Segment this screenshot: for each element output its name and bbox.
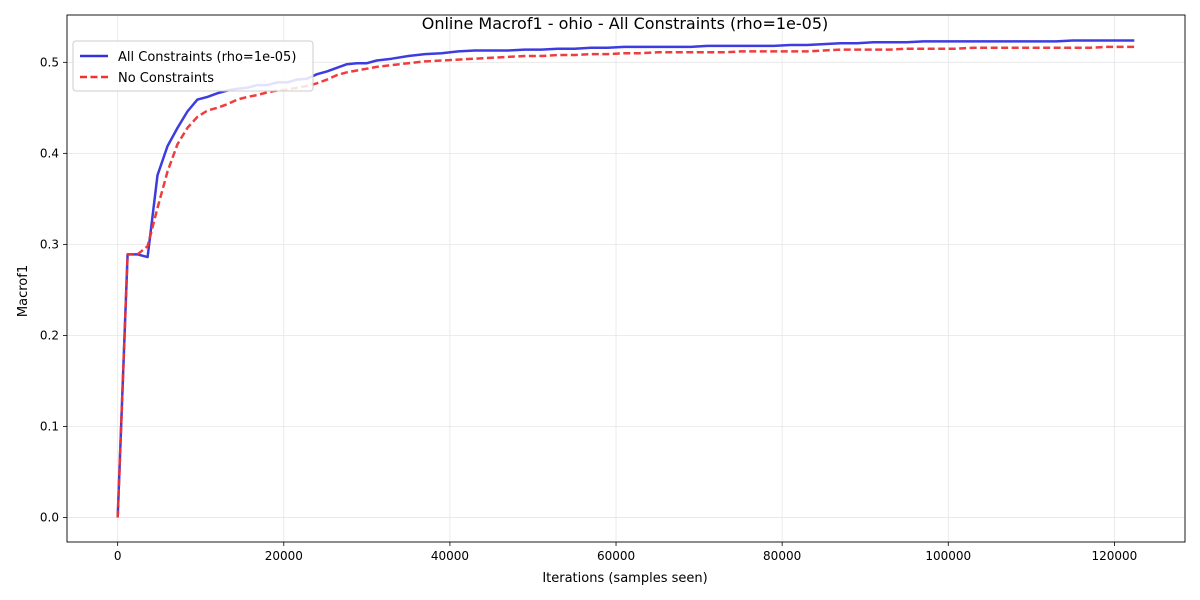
y-tick-label: 0.5 [40,55,59,69]
y-tick-label: 0.2 [40,328,59,342]
y-tick-label: 0.3 [40,237,59,251]
y-tick-label: 0.4 [40,146,59,160]
x-tick-label: 0 [114,549,122,563]
legend-label-no-constraints: No Constraints [118,71,214,86]
x-tick-label: 100000 [925,549,971,563]
x-tick-label: 60000 [597,549,635,563]
series-layer [116,39,1135,518]
plot-frame [66,14,1186,543]
x-tick-label: 20000 [265,549,303,563]
legend-label-all-constraints: All Constraints (rho=1e-05) [118,50,296,65]
grid [67,15,1185,542]
legend: All Constraints (rho=1e-05) No Constrain… [72,40,314,92]
legend-box [72,40,314,92]
series-line-all-constraints [116,39,1135,518]
y-axis-label: Macrof1 [16,265,31,317]
chart-title: Online Macrof1 - ohio - All Constraints … [422,14,829,33]
y-tick-label: 0.1 [40,419,59,433]
x-axis-label: Iterations (samples seen) [542,571,707,586]
series-line-no-constraints [116,45,1135,518]
x-tick-label: 40000 [431,549,469,563]
x-tick-label: 80000 [763,549,801,563]
y-tick-label: 0.0 [40,510,59,524]
x-axis: 0 20000 40000 60000 80000 100000 120000 [114,542,1137,563]
x-tick-label: 120000 [1091,549,1137,563]
y-axis: 0.0 0.1 0.2 0.3 0.4 0.5 [40,55,67,524]
